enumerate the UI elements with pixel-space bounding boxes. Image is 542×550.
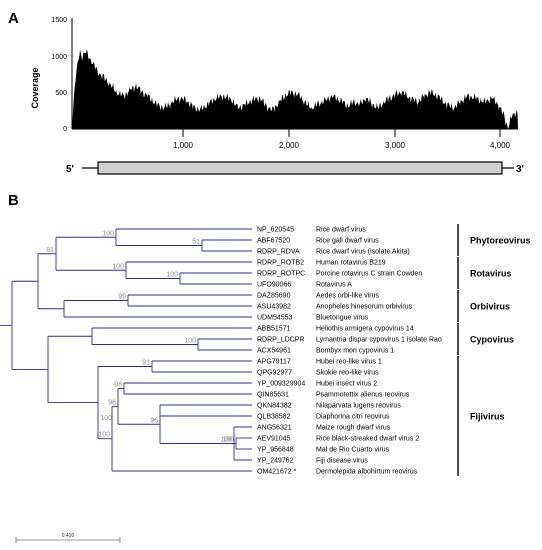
bootstrap-value: 100 <box>98 432 110 439</box>
taxon-name: Heliothis armigera cypovirus 14 <box>316 326 414 333</box>
taxon-accession: RDRP_ROTB2 <box>257 260 304 267</box>
taxon-name: Dermolepida albohirtum reovirus <box>316 469 418 476</box>
three-prime-label: 3' <box>516 164 524 175</box>
ytick-1500: 1500 <box>51 17 67 24</box>
xtick-2000: 2,000 <box>279 141 300 150</box>
taxon-accession: OM421672 * <box>257 469 297 476</box>
clade-label: Cypovirus <box>470 335 514 345</box>
bootstrap-value: 51 <box>192 239 200 246</box>
taxon-name: Nilaparvata lugens reovirus <box>316 403 401 410</box>
clade-label: Rotavirus <box>470 269 512 279</box>
taxon-accession: QLB38582 <box>257 414 291 421</box>
coverage-y-axis: 0 500 1000 1500 <box>51 17 73 133</box>
clade-label: Fijivirus <box>470 412 505 422</box>
clade-label: Phytoreovirus <box>470 236 531 246</box>
panel-b-label: B <box>8 192 19 209</box>
taxon-accession: RDRP_LDCPR <box>257 337 304 344</box>
taxon-name: Bluetongue virus <box>316 315 369 322</box>
taxon-accession: ABF67520 <box>257 238 290 245</box>
ytick-1000: 1000 <box>51 54 67 61</box>
taxon-name: Diaphorina citri reovirus <box>316 414 390 421</box>
taxon-accession: ABB51571 <box>257 326 291 333</box>
taxon-name: Fiji disease virus <box>316 458 368 465</box>
bootstrap-value: 100 <box>166 272 178 279</box>
taxon-name: Rice black-streaked dwarf virus 2 <box>316 436 419 443</box>
bootstrap-value: 100 <box>184 338 196 345</box>
bootstrap-value: 100 <box>100 415 112 422</box>
taxon-accession: YP_249762 <box>257 458 294 465</box>
taxon-accession: APG79117 <box>257 359 291 366</box>
taxon-accession: ACX54961 <box>257 348 291 355</box>
ytick-500: 500 <box>55 90 67 97</box>
coverage-area <box>72 49 518 129</box>
taxon-name: Hubei insect virus 2 <box>316 381 377 388</box>
taxon-name: Mal de Rio Cuarto virus <box>316 447 390 454</box>
taxon-accession: UFO90066 <box>257 282 291 289</box>
bootstrap-value: 91 <box>142 360 150 367</box>
taxon-accession: QPG92977 <box>257 370 292 377</box>
taxon-accession: DAZ85690 <box>257 293 291 300</box>
taxon-accession: ASU43982 <box>257 304 291 311</box>
genome-map: 5' 3' <box>66 161 524 175</box>
orf-box <box>97 161 503 175</box>
panel-a-label: A <box>8 10 19 27</box>
taxon-accession: QIN85631 <box>257 392 289 399</box>
taxon-accession: RDRP_ROTPC <box>257 271 305 278</box>
taxon-accession: ANG56321 <box>257 425 292 432</box>
bootstrap-value: 99 <box>118 294 126 301</box>
taxon-name: Hubei reo-like virus 1 <box>316 359 382 366</box>
taxon-name: Rice dwarf virus (isolate Akita) <box>316 249 410 256</box>
xtick-4000: 4,000 <box>490 141 511 150</box>
taxon-accession: UDM54553 <box>257 315 293 322</box>
five-prime-label: 5' <box>66 164 74 175</box>
taxon-name: Maize rough dwarf virus <box>316 425 391 432</box>
taxa-labels: NP_620545 Rice dwarf virus ABF67520 Rice ga… <box>257 227 442 476</box>
taxon-name: Rice gall dwarf virus <box>316 238 379 245</box>
xtick-1000: 1,000 <box>173 141 194 150</box>
bootstrap-value: 96 <box>150 417 158 424</box>
bootstrap-value: 100 <box>102 230 114 237</box>
taxon-name: Skokie reo-like virus <box>316 370 379 377</box>
taxon-accession: YP_009329904 <box>257 381 305 388</box>
taxon-accession: RDRP_RDVA <box>257 249 300 256</box>
taxon-name: Psammotettix alienus reovirus <box>316 392 410 399</box>
taxon-accession: YP_956848 <box>257 447 294 454</box>
scale-bar: 0.400 <box>15 533 121 543</box>
clade-label: Orbivirus <box>470 302 510 312</box>
taxon-accession: AEV91045 <box>257 436 291 443</box>
bootstrap-value: 100 <box>222 437 234 444</box>
taxon-name: Rice dwarf virus <box>316 227 366 234</box>
scale-label: 0.400 <box>62 533 75 539</box>
taxon-accession: NP_620545 <box>257 227 294 234</box>
taxon-name: Aedes orbi-like virus <box>316 293 380 300</box>
coverage-ylabel: Coverage <box>30 67 40 108</box>
taxon-name: Anopheles hinesorum orbivirus <box>316 304 413 311</box>
taxon-name: Lymantria dispar cypovirus 1 isolate Rao <box>316 337 442 344</box>
clade-brackets: Phytoreovirus Rotavirus Orbivirus Cypovirus… <box>457 224 531 476</box>
ytick-0: 0 <box>63 126 67 133</box>
bootstrap-value: 100 <box>112 263 124 270</box>
bootstrap-value: 98 <box>114 382 122 389</box>
xtick-3000: 3,000 <box>385 141 406 150</box>
taxon-name: Porcine rotavirus C strain Cowden <box>316 271 422 278</box>
taxon-name: Rotavirus A <box>316 282 352 289</box>
bootstrap-value: 96 <box>108 399 116 406</box>
bootstrap-value: 81 <box>46 247 54 254</box>
coverage-x-axis: 1,000 2,000 3,000 4,000 <box>72 128 518 150</box>
taxon-accession: QKN84382 <box>257 403 292 410</box>
taxon-name: Bombyx mori cypovirus 1 <box>316 348 394 355</box>
bootstrap-value: 100 <box>220 437 232 444</box>
taxon-name: Human rotavirus B219 <box>316 260 386 267</box>
